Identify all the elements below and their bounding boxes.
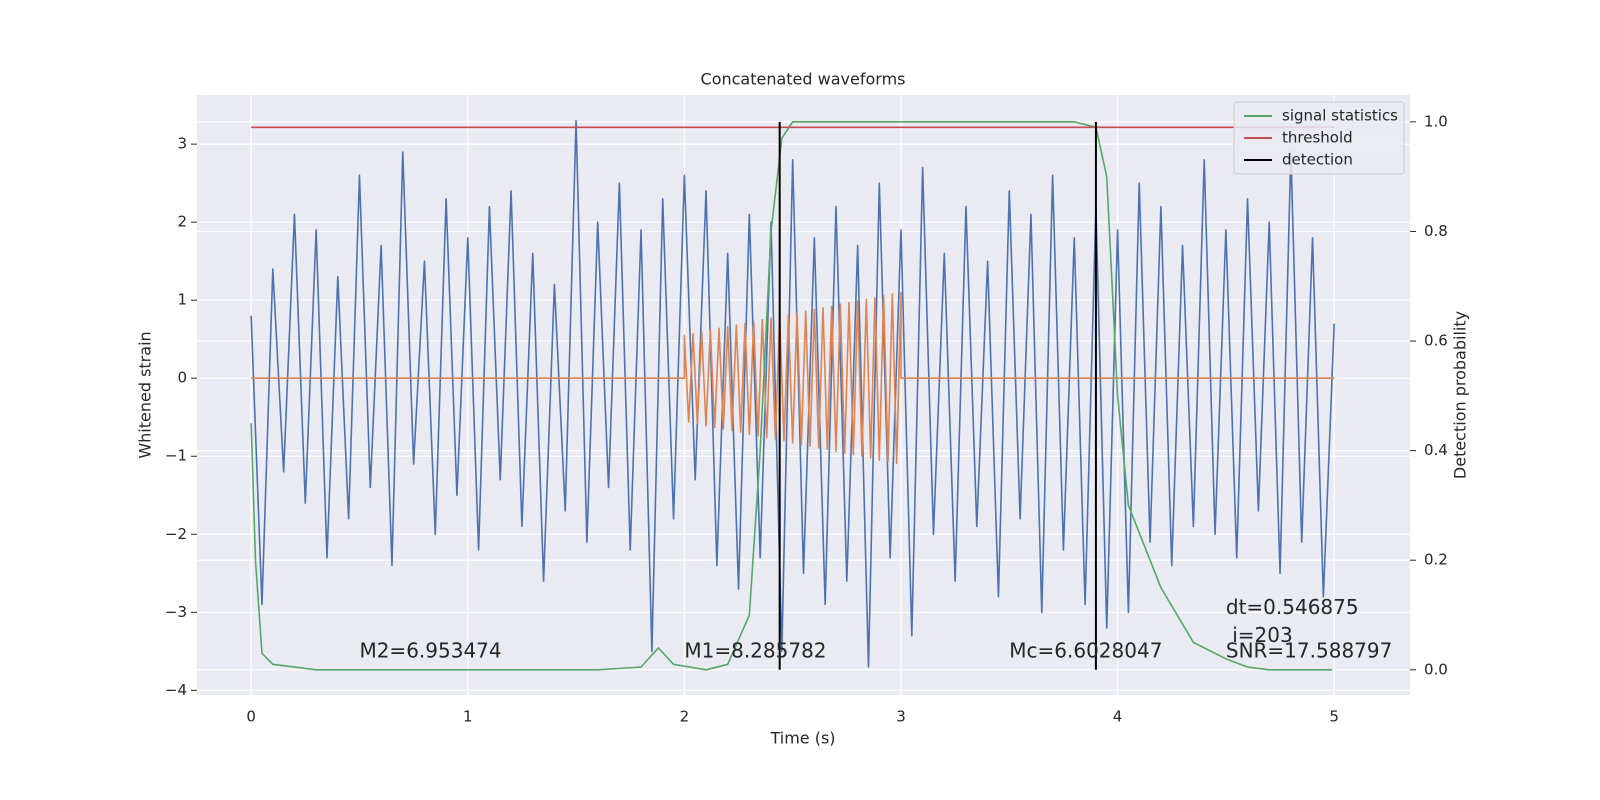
x-tick-label: 5 xyxy=(1329,708,1339,726)
annotation: M1=8.285782 xyxy=(684,639,826,663)
ticks: 0 1 2 3 4 5 −4 −3 −2 −1 0 1 2 3 0.0 0.2 0.4 0.6 0.8 1.0 xyxy=(165,112,1448,725)
y2-tick-label: 0.2 xyxy=(1424,551,1448,569)
annotation: M2=6.953474 xyxy=(359,639,501,663)
x-tick-label: 0 xyxy=(246,708,256,726)
y-tick-label: 2 xyxy=(177,213,187,231)
plot xyxy=(250,119,1335,671)
legend-label: detection xyxy=(1282,151,1353,169)
y-tick-label: −4 xyxy=(165,681,187,699)
legend-box xyxy=(1233,101,1405,175)
annotation: Mc=6.6028047 xyxy=(1009,639,1162,663)
legend: signal statistics threshold detection xyxy=(1233,101,1405,175)
x-tick-label: 1 xyxy=(463,708,473,726)
chart-title: Concatenated waveforms xyxy=(701,70,906,89)
annotation: i=203 xyxy=(1226,623,1293,647)
y-tick-label: −2 xyxy=(165,525,187,543)
y2-tick-label: 0.6 xyxy=(1424,332,1448,350)
y-tick-label: 0 xyxy=(177,369,187,387)
y2-tick-label: 0.4 xyxy=(1424,441,1448,459)
annotation: dt=0.546875 xyxy=(1226,595,1359,619)
y-tick-label: −3 xyxy=(165,603,187,621)
series-line xyxy=(250,119,1335,668)
x-tick-label: 4 xyxy=(1113,708,1123,726)
legend-label: signal statistics xyxy=(1282,107,1398,125)
legend-label: threshold xyxy=(1282,129,1353,147)
y-tick-label: 1 xyxy=(177,291,187,309)
y2-axis-label: Detection probability xyxy=(1451,311,1470,479)
x-axis-label: Time (s) xyxy=(769,729,835,748)
y2-tick-label: 0.8 xyxy=(1424,222,1448,240)
y-tick-label: −1 xyxy=(165,447,187,465)
series-line xyxy=(250,121,1333,671)
y-tick-label: 3 xyxy=(177,135,187,153)
x-tick-label: 3 xyxy=(896,708,906,726)
y-axis-label: Whitened strain xyxy=(136,331,155,458)
annotation: SNR=17.588797 xyxy=(1226,639,1392,663)
y2-tick-label: 0.0 xyxy=(1424,660,1448,678)
x-tick-label: 2 xyxy=(680,708,690,726)
series-line xyxy=(251,291,1335,465)
y2-tick-label: 1.0 xyxy=(1424,112,1448,130)
